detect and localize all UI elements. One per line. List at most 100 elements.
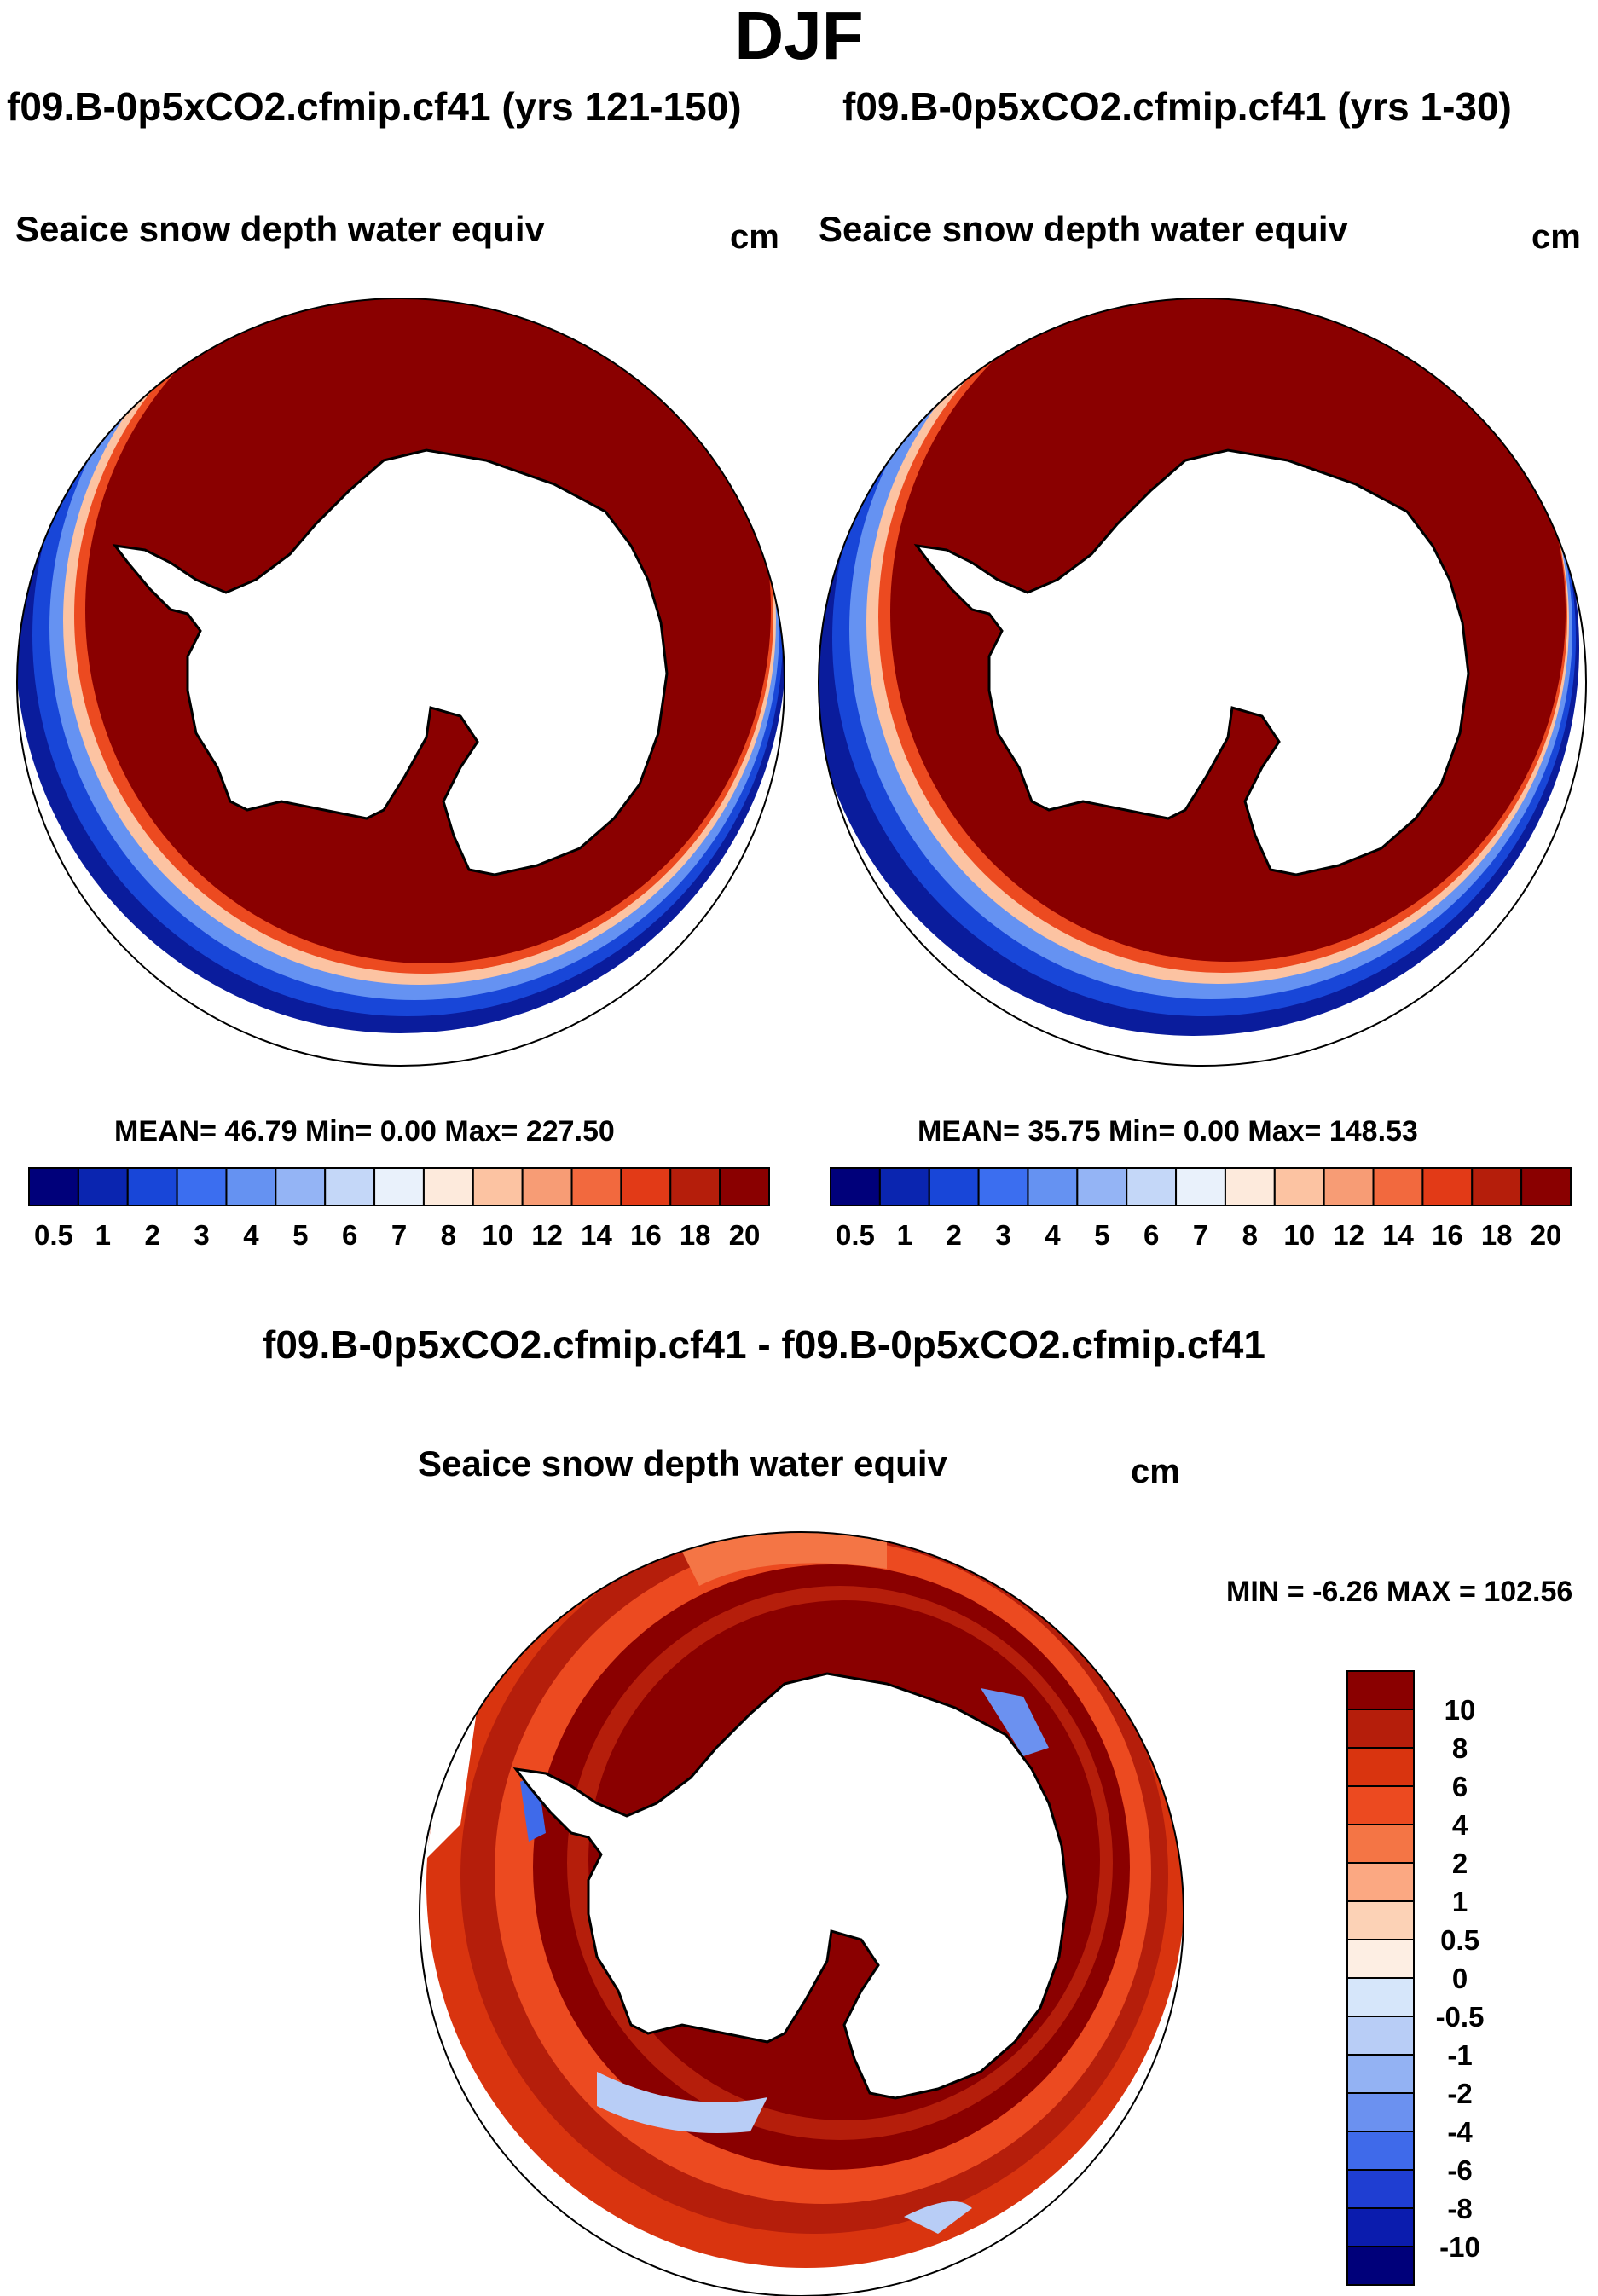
colorbar-left-swatch — [77, 1167, 129, 1206]
diff-map — [420, 1532, 1184, 2296]
colorbar-right-swatch — [1175, 1167, 1226, 1206]
colorbar-diff-swatch — [1346, 1747, 1415, 1787]
colorbar-left-swatch — [28, 1167, 79, 1206]
colorbar-right-tick-label: 10 — [1283, 1219, 1315, 1251]
colorbar-right-tick-label: 3 — [995, 1219, 1010, 1251]
colorbar-right-tick-label: 7 — [1193, 1219, 1208, 1251]
colorbar-right-swatch — [1520, 1167, 1572, 1206]
colorbar-left-swatch — [521, 1167, 573, 1206]
colorbar-right-tick-label: 2 — [946, 1219, 961, 1251]
colorbar-diff-swatch — [1346, 1900, 1415, 1940]
colorbar-diff-tick-label: -8 — [1447, 2193, 1472, 2224]
colorbar-left-swatch — [275, 1167, 327, 1206]
colorbar-right-swatch — [1224, 1167, 1276, 1206]
colorbar-diff-swatch — [1346, 1939, 1415, 1979]
colorbar-diff-swatch — [1346, 1670, 1415, 1710]
colorbar-right-swatch — [1421, 1167, 1474, 1206]
colorbar-diff-swatch — [1346, 1785, 1415, 1825]
colorbar-right-swatch — [1372, 1167, 1424, 1206]
colorbar-diff-swatch — [1346, 2246, 1415, 2286]
colorbar-right-swatch — [1027, 1167, 1079, 1206]
colorbar-diff-swatch — [1346, 1709, 1415, 1749]
colorbar-diff-tick-label: -6 — [1447, 2154, 1472, 2186]
colorbar-left-swatch — [669, 1167, 721, 1206]
colorbar-left-tick-label: 10 — [482, 1219, 513, 1251]
colorbar-left-swatch — [176, 1167, 228, 1206]
colorbar-diff-swatch — [1346, 2131, 1415, 2171]
colorbar-right-tick-label: 18 — [1481, 1219, 1513, 1251]
colorbar-diff-swatch — [1346, 2207, 1415, 2247]
colorbar-right-swatch — [830, 1167, 881, 1206]
colorbar-right-swatch — [1471, 1167, 1523, 1206]
colorbar-diff-tick-label: 2 — [1452, 1848, 1468, 1879]
colorbar-right-tick-label: 20 — [1531, 1219, 1562, 1251]
colorbar-left-swatch — [719, 1167, 771, 1206]
colorbar-diff-tick-label: 8 — [1452, 1732, 1468, 1764]
colorbar-left-swatch — [620, 1167, 672, 1206]
right-units: cm — [1531, 218, 1581, 256]
left-map-border — [16, 298, 785, 1067]
colorbar-diff-tick-label: -4 — [1447, 2116, 1473, 2148]
colorbar-left-swatch — [472, 1167, 524, 1206]
colorbar-left-tick-label: 6 — [342, 1219, 357, 1251]
colorbar-diff-swatch — [1346, 1862, 1415, 1902]
colorbar-diff-tick-label: 0 — [1452, 1963, 1468, 1994]
right-map — [819, 298, 1586, 1066]
colorbar-right-swatch — [1126, 1167, 1178, 1206]
diff-variable-title: Seaice snow depth water equiv — [418, 1443, 947, 1483]
colorbar-diff-tick-label: 4 — [1452, 1809, 1468, 1841]
colorbar-right-swatch — [977, 1167, 1029, 1206]
colorbar-left-tick-label: 7 — [391, 1219, 407, 1251]
right-stats: MEAN= 35.75 Min= 0.00 Max= 148.53 — [918, 1115, 1418, 1148]
right-map-border — [818, 298, 1587, 1067]
colorbar-left-swatch — [422, 1167, 474, 1206]
colorbar-right-swatch — [1076, 1167, 1128, 1206]
colorbar-diff-swatch — [1346, 2016, 1415, 2056]
colorbar-right-swatch — [1323, 1167, 1375, 1206]
colorbar-diff-tick-label: 0.5 — [1440, 1924, 1479, 1956]
colorbar-diff-tick-label: -1 — [1447, 2039, 1472, 2071]
colorbar-diff-swatch — [1346, 2169, 1415, 2209]
colorbar-left-swatch — [570, 1167, 622, 1206]
colorbar-right-tick-label: 6 — [1143, 1219, 1159, 1251]
colorbar-diff-tick-label: -10 — [1439, 2231, 1480, 2263]
figure-title: DJF — [734, 0, 864, 73]
colorbar-left-tick-label: 12 — [531, 1219, 563, 1251]
left-stats: MEAN= 46.79 Min= 0.00 Max= 227.50 — [114, 1115, 615, 1148]
colorbar-left-tick-label: 1 — [96, 1219, 111, 1251]
colorbar-diff-tick-label: -2 — [1447, 2078, 1472, 2109]
colorbar-diff-tick-label: 10 — [1445, 1694, 1476, 1726]
colorbar-left-tick-label: 16 — [630, 1219, 662, 1251]
diff-map-border — [419, 1531, 1184, 2296]
colorbar-right-tick-label: 5 — [1094, 1219, 1109, 1251]
colorbar-diff-tick-label: 6 — [1452, 1771, 1468, 1802]
colorbar-left-swatch — [324, 1167, 376, 1206]
diff-units: cm — [1131, 1453, 1180, 1490]
colorbar-left-tick-label: 2 — [144, 1219, 159, 1251]
colorbar-diff-swatch — [1346, 2054, 1415, 2094]
diff-minmax: MIN = -6.26 MAX = 102.56 — [1226, 1576, 1573, 1608]
colorbar-right-swatch — [878, 1167, 930, 1206]
colorbar-diff-tick-label: 1 — [1452, 1886, 1468, 1917]
colorbar-left-tick-label: 20 — [729, 1219, 761, 1251]
colorbar-right: 0.5 1 2 3 4 5 6 7 8 10 12 14 16 18 20 — [830, 1167, 1572, 1251]
colorbar-left-tick-label: 3 — [194, 1219, 209, 1251]
colorbar-left-swatch — [225, 1167, 277, 1206]
colorbar-diff-swatch — [1346, 1977, 1415, 2017]
right-variable-title: Seaice snow depth water equiv — [819, 209, 1348, 249]
left-units: cm — [730, 218, 779, 256]
colorbar-right-tick-label: 4 — [1045, 1219, 1061, 1251]
colorbar-left-tick-label: 4 — [243, 1219, 259, 1251]
colorbar-left-tick-label: 5 — [292, 1219, 308, 1251]
colorbar-right-tick-label: 8 — [1242, 1219, 1258, 1251]
colorbar-left-tick-label: 14 — [581, 1219, 612, 1251]
colorbar-right-tick-label: 16 — [1432, 1219, 1463, 1251]
colorbar-left-tick-label: 18 — [680, 1219, 711, 1251]
colorbar-left-tick-label: 0.5 — [34, 1219, 73, 1251]
colorbar-right-tick-label: 1 — [897, 1219, 912, 1251]
colorbar-right-swatch — [1273, 1167, 1325, 1206]
left-case-title: f09.B-0p5xCO2.cfmip.cf41 (yrs 121-150) — [7, 84, 742, 129]
colorbar-diff-tick-label: -0.5 — [1436, 2001, 1485, 2033]
right-case-title: f09.B-0p5xCO2.cfmip.cf41 (yrs 1-30) — [842, 84, 1512, 129]
